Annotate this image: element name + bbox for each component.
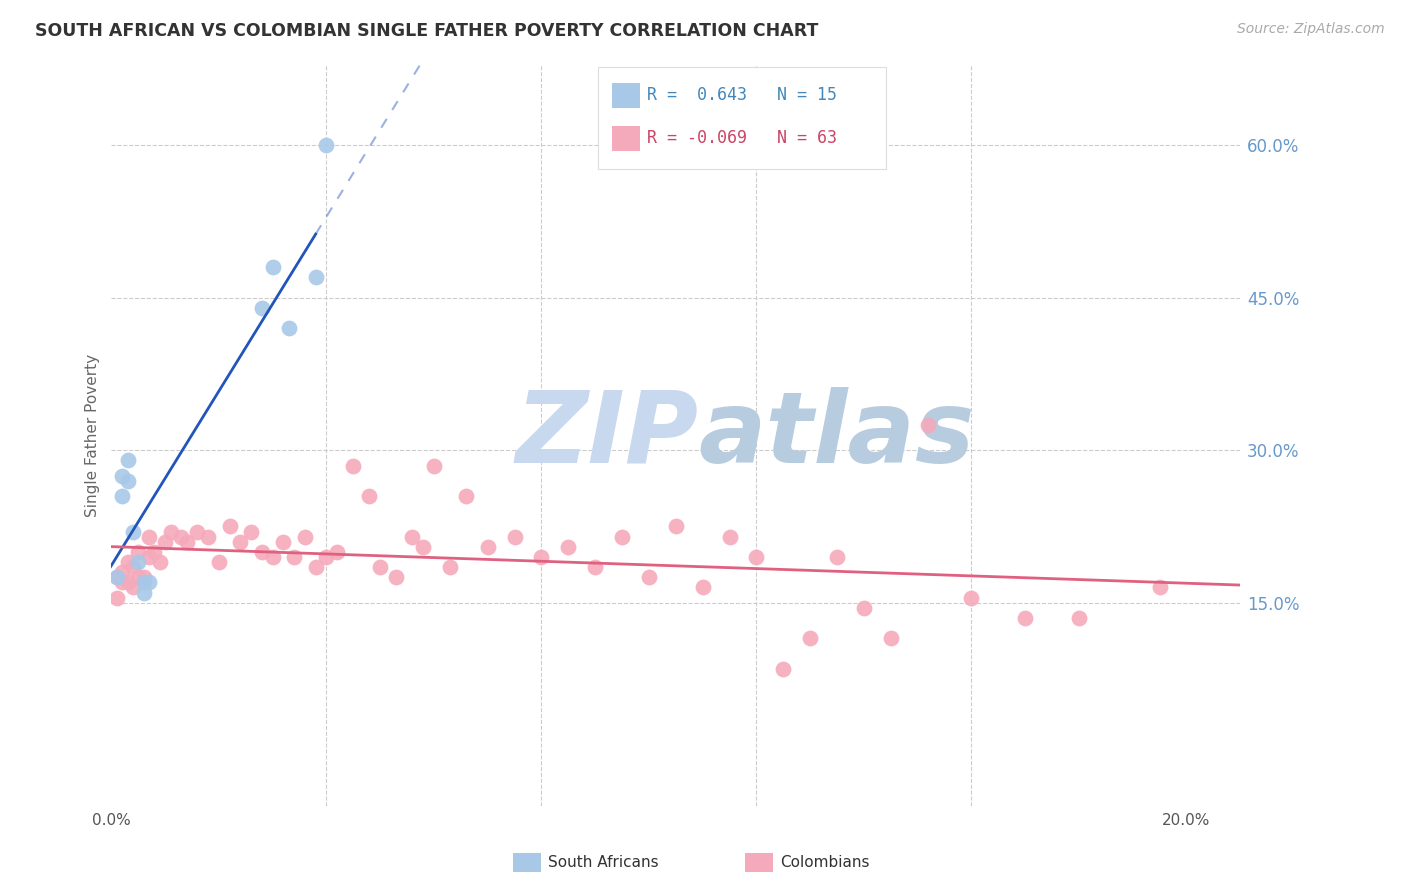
Point xyxy=(250,301,273,315)
Point xyxy=(772,662,794,676)
Point xyxy=(294,530,316,544)
Point xyxy=(111,489,134,503)
Point xyxy=(159,524,181,539)
Point xyxy=(342,458,364,473)
Point xyxy=(273,534,295,549)
Point xyxy=(132,585,155,599)
Point xyxy=(718,530,741,544)
Point xyxy=(960,591,983,605)
Point xyxy=(111,566,134,580)
Point xyxy=(315,549,337,564)
Point xyxy=(262,549,284,564)
Point xyxy=(277,321,299,335)
Point xyxy=(917,417,939,432)
Point xyxy=(153,534,176,549)
Text: R = -0.069   N = 63: R = -0.069 N = 63 xyxy=(647,129,837,147)
Point xyxy=(262,260,284,275)
Point xyxy=(1067,611,1090,625)
Point xyxy=(132,570,155,584)
Point xyxy=(117,474,139,488)
Point xyxy=(610,530,633,544)
Point xyxy=(105,570,128,584)
Point xyxy=(665,519,688,533)
Point xyxy=(127,545,149,559)
Point xyxy=(127,555,149,569)
Point xyxy=(218,519,240,533)
Point xyxy=(283,549,305,564)
Point xyxy=(208,555,231,569)
Point xyxy=(229,534,252,549)
Point xyxy=(825,549,848,564)
Point xyxy=(132,575,155,590)
Point xyxy=(122,581,145,595)
Point xyxy=(197,530,219,544)
Point xyxy=(326,545,349,559)
Point xyxy=(117,555,139,569)
Text: atlas: atlas xyxy=(699,386,974,483)
Point xyxy=(385,570,408,584)
Point xyxy=(305,270,328,285)
Point xyxy=(1014,611,1036,625)
Point xyxy=(117,453,139,467)
Point xyxy=(122,524,145,539)
Point xyxy=(880,632,903,646)
Point xyxy=(423,458,446,473)
Text: R =  0.643   N = 15: R = 0.643 N = 15 xyxy=(647,87,837,104)
Point xyxy=(122,560,145,574)
Point xyxy=(359,489,381,503)
Point xyxy=(250,545,273,559)
Text: SOUTH AFRICAN VS COLOMBIAN SINGLE FATHER POVERTY CORRELATION CHART: SOUTH AFRICAN VS COLOMBIAN SINGLE FATHER… xyxy=(35,22,818,40)
Point xyxy=(799,632,821,646)
Point xyxy=(176,534,198,549)
Point xyxy=(315,138,337,153)
Point xyxy=(638,570,661,584)
Point xyxy=(530,549,553,564)
Point xyxy=(692,581,714,595)
Point xyxy=(143,545,166,559)
Point xyxy=(105,570,128,584)
Point xyxy=(170,530,193,544)
Point xyxy=(412,540,434,554)
Text: Source: ZipAtlas.com: Source: ZipAtlas.com xyxy=(1237,22,1385,37)
Point xyxy=(745,549,768,564)
Text: ZIP: ZIP xyxy=(516,386,699,483)
Point xyxy=(138,530,160,544)
Point xyxy=(557,540,579,554)
Point xyxy=(111,468,134,483)
Point xyxy=(186,524,208,539)
Text: Colombians: Colombians xyxy=(780,855,870,870)
Point xyxy=(138,549,160,564)
Point xyxy=(401,530,423,544)
Point xyxy=(439,560,461,574)
Y-axis label: Single Father Poverty: Single Father Poverty xyxy=(86,353,100,516)
Point xyxy=(305,560,328,574)
Point xyxy=(368,560,391,574)
Point xyxy=(852,600,875,615)
Point xyxy=(105,591,128,605)
Point xyxy=(127,570,149,584)
Point xyxy=(477,540,499,554)
Point xyxy=(149,555,172,569)
Point xyxy=(503,530,526,544)
Point xyxy=(456,489,478,503)
Point xyxy=(583,560,606,574)
Point xyxy=(138,575,160,590)
Point xyxy=(117,575,139,590)
Point xyxy=(240,524,263,539)
Text: South Africans: South Africans xyxy=(548,855,659,870)
Point xyxy=(1149,581,1171,595)
Point xyxy=(111,575,134,590)
